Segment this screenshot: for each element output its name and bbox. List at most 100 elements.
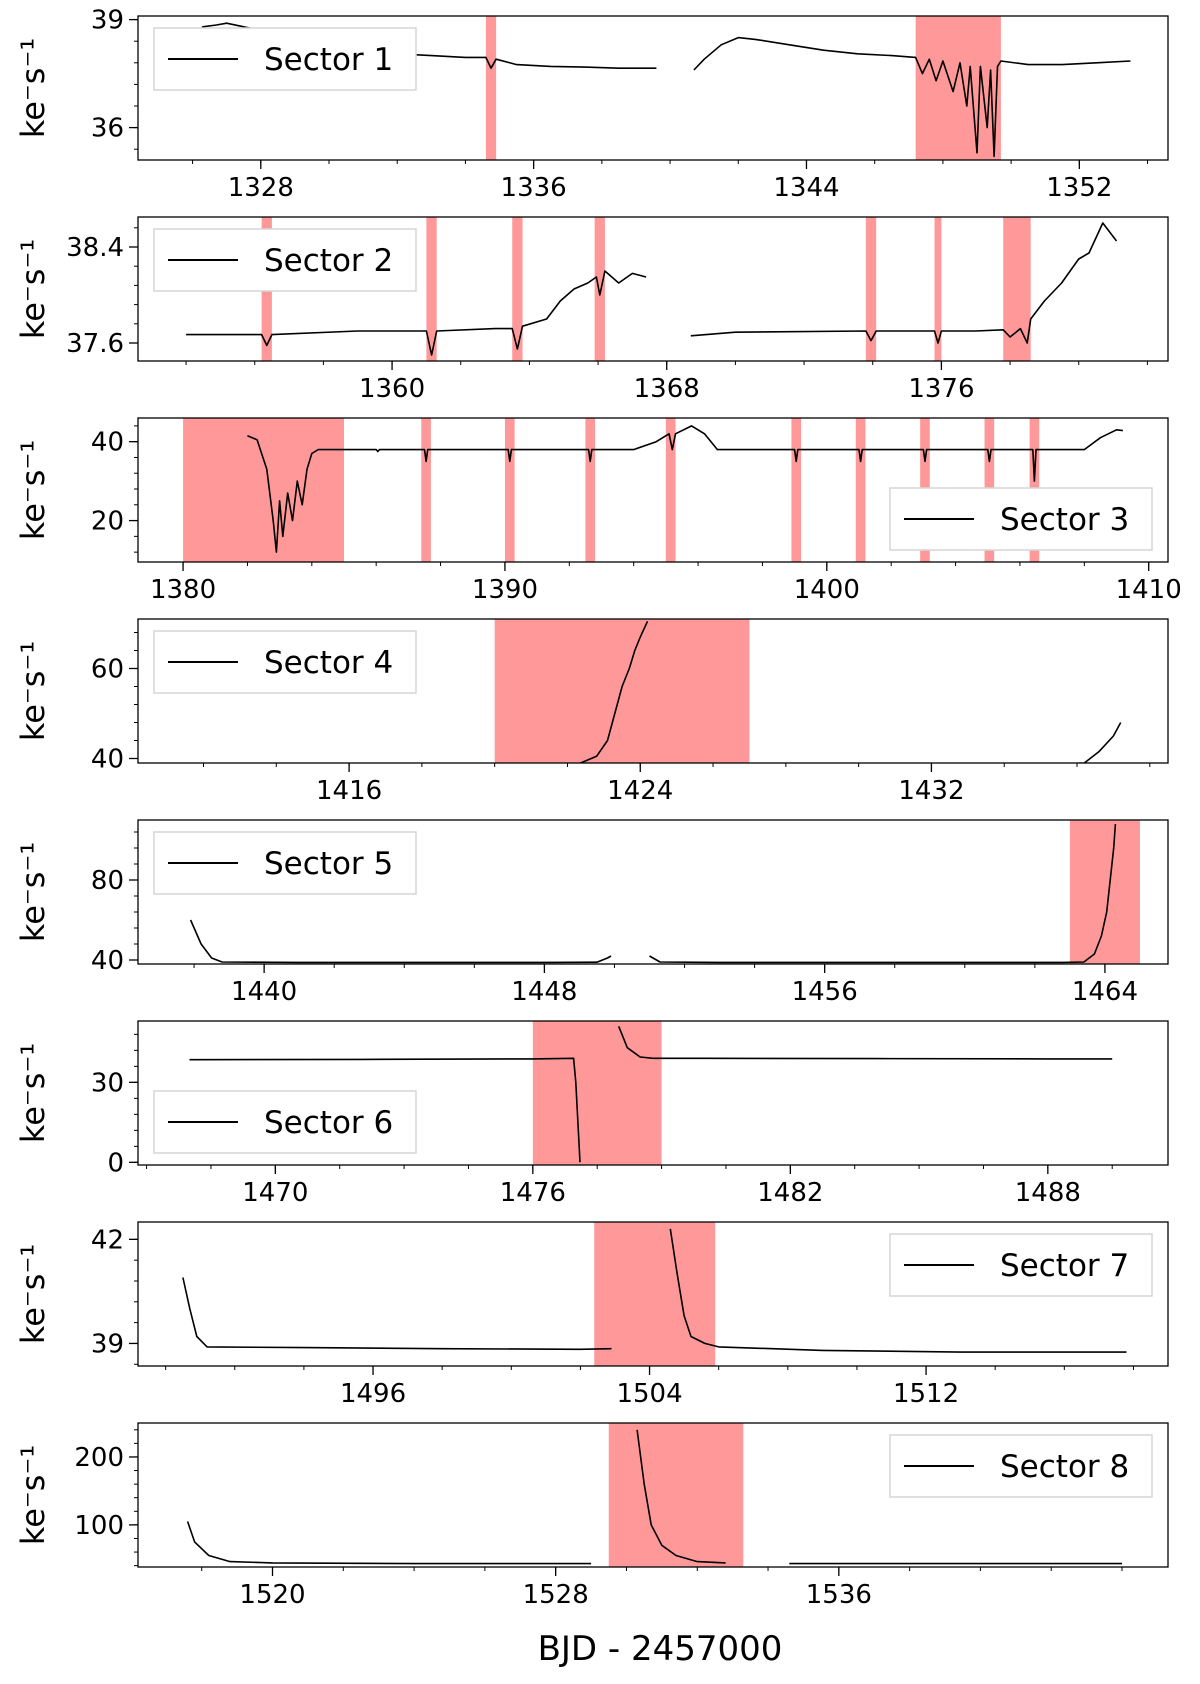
y-tick-label: 60 — [91, 655, 124, 685]
x-tick-label: 1536 — [806, 1580, 872, 1610]
panel-frame — [137, 1020, 1169, 1166]
shaded-region — [915, 16, 1001, 160]
x-tick-label: 1390 — [472, 575, 538, 605]
lightcurve-segment — [189, 1057, 581, 1163]
x-tick-label: 1424 — [607, 776, 673, 806]
shaded-region — [421, 418, 431, 562]
y-tick-label: 0 — [107, 1148, 124, 1178]
y-tick-label: 100 — [74, 1511, 124, 1541]
x-tick-label: 1344 — [773, 173, 839, 203]
y-tick-label: 40 — [91, 946, 124, 976]
legend-label: Sector 6 — [264, 1105, 393, 1141]
shaded-region — [594, 217, 605, 361]
panel-2: 1360 1368 1376 37.6 38.4 ke⁻s⁻¹ Sector 2 — [14, 216, 1169, 404]
x-tick-label: 1528 — [523, 1580, 589, 1610]
shaded-region — [585, 418, 596, 562]
y-axis-label: ke⁻s⁻¹ — [14, 38, 52, 138]
x-tick-label: 1410 — [1116, 575, 1182, 605]
x-tick-label: 1440 — [231, 977, 297, 1007]
x-tick-label: 1400 — [794, 575, 860, 605]
y-tick-label: 42 — [91, 1225, 124, 1255]
x-tick-label: 1470 — [242, 1178, 308, 1208]
y-tick-label: 200 — [74, 1443, 124, 1473]
x-axis-label: BJD - 2457000 — [538, 1629, 783, 1669]
lightcurve-segment — [186, 270, 647, 356]
lightcurve-segment — [247, 425, 1123, 553]
legend: Sector 8 — [889, 1434, 1153, 1498]
x-tick-label: 1456 — [792, 977, 858, 1007]
shaded-region — [791, 418, 802, 562]
panel-4: 1416 1424 1432 40 60 ke⁻s⁻¹ Sector 4 — [14, 618, 1169, 806]
legend: Sector 4 — [153, 630, 417, 694]
shaded-region — [494, 619, 750, 763]
y-tick-label: 36 — [91, 114, 124, 144]
x-tick-label: 1380 — [150, 575, 216, 605]
panel-frame — [137, 15, 1169, 161]
legend-label: Sector 2 — [264, 243, 393, 279]
lightcurve-segment — [171, 765, 440, 766]
x-tick-label: 1476 — [500, 1178, 566, 1208]
legend: Sector 3 — [889, 487, 1153, 551]
x-tick-label: 1496 — [340, 1379, 406, 1409]
lightcurve-segment — [636, 1429, 726, 1564]
y-axis-label: ke⁻s⁻¹ — [14, 641, 52, 741]
lightcurve-segment — [578, 620, 649, 763]
shaded-region — [665, 418, 676, 562]
lightcurve-segment — [693, 36, 1131, 158]
panel-frame — [137, 1221, 1169, 1367]
y-tick-label: 30 — [91, 1068, 124, 1098]
panel-7: 1496 1504 1512 39 42 ke⁻s⁻¹ Sector 7 — [14, 1221, 1169, 1409]
shaded-region — [594, 1222, 716, 1366]
y-tick-label: 40 — [91, 428, 124, 458]
legend-label: Sector 1 — [264, 42, 393, 78]
legend-label: Sector 7 — [1000, 1248, 1129, 1284]
y-tick-label: 39 — [91, 1329, 124, 1359]
panel-frame — [137, 216, 1169, 362]
legend-label: Sector 4 — [264, 645, 393, 681]
legend: Sector 6 — [153, 1090, 417, 1154]
lightcurve-segment — [1061, 722, 1122, 763]
legend: Sector 2 — [153, 228, 417, 292]
legend-label: Sector 8 — [1000, 1449, 1129, 1485]
lightcurve-segment — [649, 823, 1117, 964]
shaded-region — [865, 217, 877, 361]
panel-frame — [137, 1422, 1169, 1568]
x-tick-label: 1368 — [634, 374, 700, 404]
x-tick-label: 1464 — [1072, 977, 1138, 1007]
shaded-region — [855, 418, 866, 562]
legend: Sector 7 — [889, 1233, 1153, 1297]
y-axis-label: ke⁻s⁻¹ — [14, 1244, 52, 1344]
shaded-region — [934, 217, 942, 361]
y-tick-label: 20 — [91, 507, 124, 537]
panel-8: 1520 1528 1536 100 200 ke⁻s⁻¹ Sector 8 — [14, 1422, 1169, 1610]
x-tick-label: 1482 — [757, 1178, 823, 1208]
shaded-region — [608, 1423, 744, 1567]
lightcurve-segment — [182, 1277, 612, 1351]
x-tick-label: 1360 — [359, 374, 425, 404]
y-axis-label: ke⁻s⁻¹ — [14, 440, 52, 540]
x-tick-label: 1448 — [511, 977, 577, 1007]
panel-3: 1380 1390 1400 1410 20 40 ke⁻s⁻¹ Sector 3 — [14, 417, 1182, 605]
shaded-region — [485, 16, 497, 160]
x-tick-label: 1376 — [908, 374, 974, 404]
x-tick-label: 1512 — [893, 1379, 959, 1409]
lightcurve-segment — [186, 1521, 592, 1565]
y-axis-label: ke⁻s⁻¹ — [14, 1043, 52, 1143]
panel-1: 1328 1336 1344 1352 36 39 ke⁻s⁻¹ Sector 1 — [14, 6, 1169, 203]
shaded-region — [1069, 820, 1140, 964]
x-tick-label: 1432 — [898, 776, 964, 806]
x-tick-label: 1352 — [1046, 173, 1112, 203]
y-axis-label: ke⁻s⁻¹ — [14, 842, 52, 942]
shaded-region — [183, 418, 344, 562]
lightcurve-segment — [669, 1228, 1127, 1353]
x-tick-label: 1336 — [501, 173, 567, 203]
y-tick-label: 40 — [91, 745, 124, 775]
y-tick-label: 38.4 — [66, 233, 124, 263]
lightcurve-segment — [617, 1026, 1113, 1060]
x-tick-label: 1488 — [1015, 1178, 1081, 1208]
panel-frame — [137, 417, 1169, 563]
panel-frame — [137, 618, 1169, 764]
panel-6: 1470 1476 1482 1488 0 30 ke⁻s⁻¹ Sector 6 — [14, 1020, 1169, 1208]
